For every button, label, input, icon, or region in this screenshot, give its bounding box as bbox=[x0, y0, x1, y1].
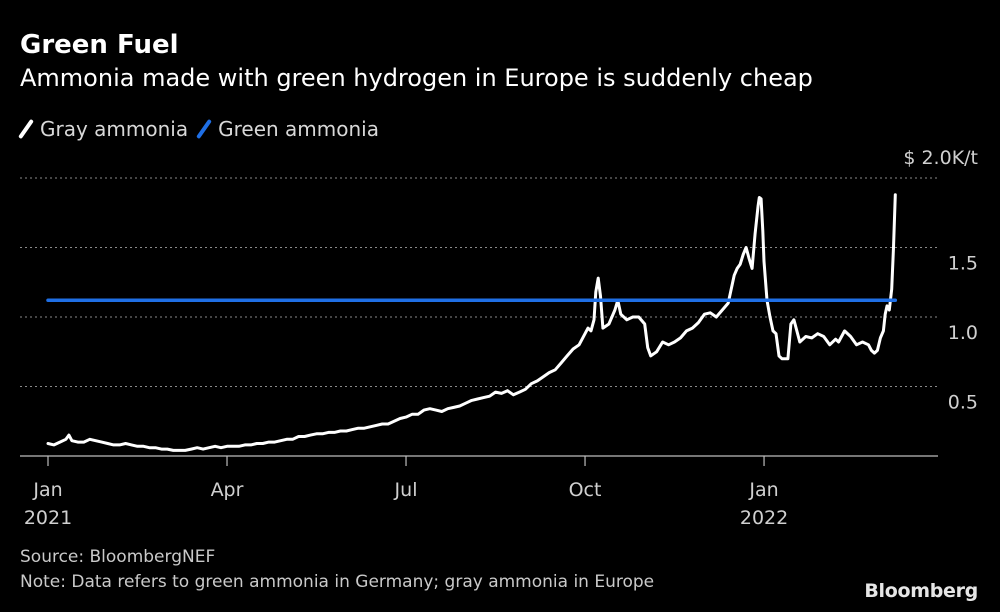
x-tick-year-2022: 2022 bbox=[740, 507, 788, 529]
x-tick-label-jan: Jan bbox=[32, 479, 62, 501]
legend-item-gray-ammonia: Gray ammonia bbox=[18, 117, 189, 141]
x-tick-label-oct: Oct bbox=[569, 479, 602, 501]
legend: Gray ammonia Green ammonia bbox=[18, 117, 379, 141]
series-line-gray-ammonia bbox=[46, 193, 897, 452]
x-tick-label-jul: Jul bbox=[394, 479, 418, 501]
x-tick-year-2021: 2021 bbox=[24, 507, 72, 529]
y-tick-label-1.5: 1.5 bbox=[948, 253, 978, 275]
x-tick-label-jan: Jan bbox=[748, 479, 778, 501]
x-tick-label-apr: Apr bbox=[211, 479, 244, 501]
source-note: Source: BloombergNEF bbox=[20, 547, 216, 567]
chart-title: Green Fuel bbox=[20, 30, 179, 60]
legend-item-green-ammonia: Green ammonia bbox=[196, 117, 379, 141]
legend-label-gray: Gray ammonia bbox=[40, 117, 189, 141]
gridlines bbox=[20, 177, 938, 387]
tick-labels: $ 2.0K/t 1.5 1.0 0.5 Jan 2021 Apr Jul Oct Jan 2022 bbox=[24, 147, 978, 529]
y-tick-label-2: $ 2.0K/t bbox=[903, 147, 978, 169]
y-tick-label-1: 1.0 bbox=[948, 322, 978, 344]
chart-subtitle: Ammonia made with green hydrogen in Euro… bbox=[20, 64, 813, 92]
series-lines bbox=[46, 193, 898, 452]
legend-label-green: Green ammonia bbox=[218, 117, 379, 141]
y-tick-label-0.5: 0.5 bbox=[948, 392, 978, 414]
bloomberg-logo: Bloomberg bbox=[864, 580, 978, 602]
data-note: Note: Data refers to green ammonia in Ge… bbox=[20, 572, 655, 592]
axes bbox=[20, 455, 938, 466]
